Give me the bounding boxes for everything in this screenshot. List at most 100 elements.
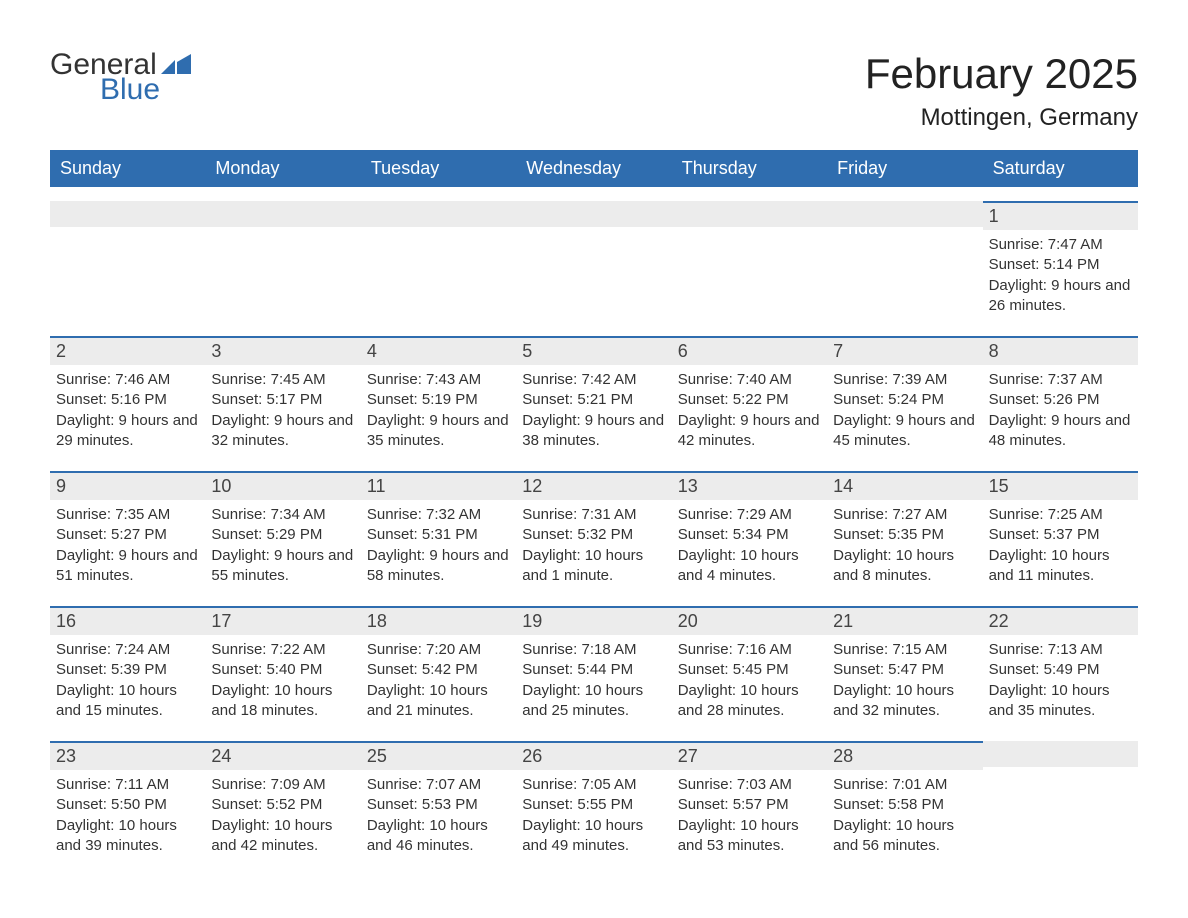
day-number: 5	[516, 336, 671, 365]
day-details: Sunrise: 7:20 AMSunset: 5:42 PMDaylight:…	[367, 640, 510, 721]
day-details: Sunrise: 7:15 AMSunset: 5:47 PMDaylight:…	[833, 640, 976, 721]
daylight-line: Daylight: 10 hours and 39 minutes.	[56, 816, 199, 857]
day-cell: 27Sunrise: 7:03 AMSunset: 5:57 PMDayligh…	[672, 741, 827, 862]
day-number: 25	[361, 741, 516, 770]
day-number: 13	[672, 471, 827, 500]
month-title: February 2025	[865, 50, 1138, 98]
daylight-line: Daylight: 9 hours and 58 minutes.	[367, 546, 510, 587]
sunset-line: Sunset: 5:50 PM	[56, 795, 199, 815]
daylight-line: Daylight: 10 hours and 18 minutes.	[211, 681, 354, 722]
calendar: SundayMondayTuesdayWednesdayThursdayFrid…	[50, 150, 1138, 862]
sunrise-line: Sunrise: 7:03 AM	[678, 775, 821, 795]
day-cell: 6Sunrise: 7:40 AMSunset: 5:22 PMDaylight…	[672, 336, 827, 457]
daylight-line: Daylight: 10 hours and 32 minutes.	[833, 681, 976, 722]
sunrise-line: Sunrise: 7:32 AM	[367, 505, 510, 525]
sunset-line: Sunset: 5:39 PM	[56, 660, 199, 680]
day-details: Sunrise: 7:34 AMSunset: 5:29 PMDaylight:…	[211, 505, 354, 586]
day-cell	[672, 201, 827, 322]
sunset-line: Sunset: 5:24 PM	[833, 390, 976, 410]
day-cell: 14Sunrise: 7:27 AMSunset: 5:35 PMDayligh…	[827, 471, 982, 592]
daylight-line: Daylight: 10 hours and 11 minutes.	[989, 546, 1132, 587]
sunrise-line: Sunrise: 7:11 AM	[56, 775, 199, 795]
day-cell: 16Sunrise: 7:24 AMSunset: 5:39 PMDayligh…	[50, 606, 205, 727]
sunset-line: Sunset: 5:34 PM	[678, 525, 821, 545]
daylight-line: Daylight: 10 hours and 28 minutes.	[678, 681, 821, 722]
day-details: Sunrise: 7:39 AMSunset: 5:24 PMDaylight:…	[833, 370, 976, 451]
day-number: 6	[672, 336, 827, 365]
sunrise-line: Sunrise: 7:47 AM	[989, 235, 1132, 255]
daylight-line: Daylight: 9 hours and 42 minutes.	[678, 411, 821, 452]
day-cell: 15Sunrise: 7:25 AMSunset: 5:37 PMDayligh…	[983, 471, 1138, 592]
weekday-header: Monday	[205, 150, 360, 187]
daylight-line: Daylight: 9 hours and 38 minutes.	[522, 411, 665, 452]
empty-day	[361, 201, 516, 227]
empty-day	[672, 201, 827, 227]
day-cell: 7Sunrise: 7:39 AMSunset: 5:24 PMDaylight…	[827, 336, 982, 457]
day-cell: 26Sunrise: 7:05 AMSunset: 5:55 PMDayligh…	[516, 741, 671, 862]
weekday-header-row: SundayMondayTuesdayWednesdayThursdayFrid…	[50, 150, 1138, 187]
sunrise-line: Sunrise: 7:16 AM	[678, 640, 821, 660]
empty-day	[983, 741, 1138, 767]
weekday-header: Tuesday	[361, 150, 516, 187]
sunset-line: Sunset: 5:44 PM	[522, 660, 665, 680]
day-details: Sunrise: 7:47 AMSunset: 5:14 PMDaylight:…	[989, 235, 1132, 316]
day-number: 8	[983, 336, 1138, 365]
day-details: Sunrise: 7:31 AMSunset: 5:32 PMDaylight:…	[522, 505, 665, 586]
sunrise-line: Sunrise: 7:25 AM	[989, 505, 1132, 525]
daylight-line: Daylight: 9 hours and 51 minutes.	[56, 546, 199, 587]
sunrise-line: Sunrise: 7:31 AM	[522, 505, 665, 525]
day-number: 3	[205, 336, 360, 365]
daylight-line: Daylight: 9 hours and 29 minutes.	[56, 411, 199, 452]
day-number: 20	[672, 606, 827, 635]
sunrise-line: Sunrise: 7:22 AM	[211, 640, 354, 660]
empty-day	[50, 201, 205, 227]
day-details: Sunrise: 7:24 AMSunset: 5:39 PMDaylight:…	[56, 640, 199, 721]
sunset-line: Sunset: 5:14 PM	[989, 255, 1132, 275]
weekday-header: Thursday	[672, 150, 827, 187]
weekday-header: Friday	[827, 150, 982, 187]
day-number: 1	[983, 201, 1138, 230]
sunrise-line: Sunrise: 7:42 AM	[522, 370, 665, 390]
daylight-line: Daylight: 10 hours and 35 minutes.	[989, 681, 1132, 722]
day-details: Sunrise: 7:01 AMSunset: 5:58 PMDaylight:…	[833, 775, 976, 856]
day-cell: 12Sunrise: 7:31 AMSunset: 5:32 PMDayligh…	[516, 471, 671, 592]
day-number: 18	[361, 606, 516, 635]
day-number: 14	[827, 471, 982, 500]
sunset-line: Sunset: 5:31 PM	[367, 525, 510, 545]
daylight-line: Daylight: 10 hours and 56 minutes.	[833, 816, 976, 857]
day-cell: 18 Sunrise: 7:20 AMSunset: 5:42 PMDayligh…	[361, 606, 516, 727]
weekday-header: Saturday	[983, 150, 1138, 187]
daylight-line: Daylight: 10 hours and 21 minutes.	[367, 681, 510, 722]
day-number: 19	[516, 606, 671, 635]
weeks-container: 1Sunrise: 7:47 AMSunset: 5:14 PMDaylight…	[50, 201, 1138, 862]
sunrise-line: Sunrise: 7:40 AM	[678, 370, 821, 390]
sunset-line: Sunset: 5:53 PM	[367, 795, 510, 815]
daylight-line: Daylight: 9 hours and 26 minutes.	[989, 276, 1132, 317]
day-number: 4	[361, 336, 516, 365]
sunrise-line: Sunrise: 7:29 AM	[678, 505, 821, 525]
day-cell: 28Sunrise: 7:01 AMSunset: 5:58 PMDayligh…	[827, 741, 982, 862]
day-details: Sunrise: 7:11 AMSunset: 5:50 PMDaylight:…	[56, 775, 199, 856]
daylight-line: Daylight: 10 hours and 49 minutes.	[522, 816, 665, 857]
sunrise-line: Sunrise: 7:20 AM	[367, 640, 510, 660]
sunrise-line: Sunrise: 7:46 AM	[56, 370, 199, 390]
day-number: 2	[50, 336, 205, 365]
daylight-line: Daylight: 10 hours and 46 minutes.	[367, 816, 510, 857]
day-details: Sunrise: 7:37 AMSunset: 5:26 PMDaylight:…	[989, 370, 1132, 451]
day-details: Sunrise: 7:07 AMSunset: 5:53 PMDaylight:…	[367, 775, 510, 856]
day-details: Sunrise: 7:25 AMSunset: 5:37 PMDaylight:…	[989, 505, 1132, 586]
sunrise-line: Sunrise: 7:39 AM	[833, 370, 976, 390]
day-details: Sunrise: 7:18 AMSunset: 5:44 PMDaylight:…	[522, 640, 665, 721]
daylight-line: Daylight: 10 hours and 42 minutes.	[211, 816, 354, 857]
day-cell	[205, 201, 360, 322]
day-cell: 22Sunrise: 7:13 AMSunset: 5:49 PMDayligh…	[983, 606, 1138, 727]
day-cell: 19 Sunrise: 7:18 AMSunset: 5:44 PMDayligh…	[516, 606, 671, 727]
daylight-line: Daylight: 10 hours and 1 minute.	[522, 546, 665, 587]
sunset-line: Sunset: 5:57 PM	[678, 795, 821, 815]
week-row: 16Sunrise: 7:24 AMSunset: 5:39 PMDayligh…	[50, 606, 1138, 727]
daylight-line: Daylight: 10 hours and 25 minutes.	[522, 681, 665, 722]
sunrise-line: Sunrise: 7:43 AM	[367, 370, 510, 390]
sunrise-line: Sunrise: 7:35 AM	[56, 505, 199, 525]
day-details: Sunrise: 7:29 AMSunset: 5:34 PMDaylight:…	[678, 505, 821, 586]
sunset-line: Sunset: 5:40 PM	[211, 660, 354, 680]
